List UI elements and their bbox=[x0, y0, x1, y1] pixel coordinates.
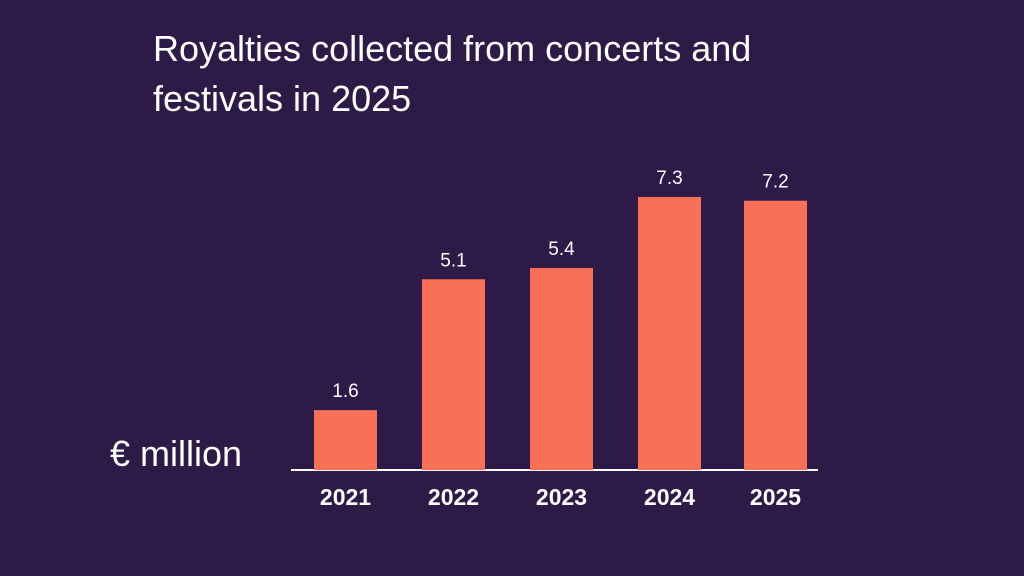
category-label: 2021 bbox=[320, 484, 371, 510]
y-axis-unit-label: € million bbox=[110, 433, 243, 474]
bar-2022 bbox=[422, 279, 485, 470]
value-label: 5.1 bbox=[440, 250, 466, 271]
value-label: 7.3 bbox=[656, 168, 682, 189]
bar-2021 bbox=[314, 410, 377, 470]
category-label: 2025 bbox=[750, 484, 801, 510]
bar-2024 bbox=[638, 196, 701, 471]
value-label: 1.6 bbox=[332, 381, 358, 402]
category-label: 2022 bbox=[428, 484, 479, 510]
bar-2025 bbox=[744, 200, 807, 470]
chart-title: Royalties collected from concerts and fe… bbox=[153, 28, 752, 119]
value-label: 7.2 bbox=[762, 172, 788, 193]
category-label: 2024 bbox=[644, 484, 695, 510]
value-label: 5.4 bbox=[548, 239, 575, 260]
bar-2023 bbox=[530, 268, 593, 470]
category-label: 2023 bbox=[536, 484, 587, 510]
